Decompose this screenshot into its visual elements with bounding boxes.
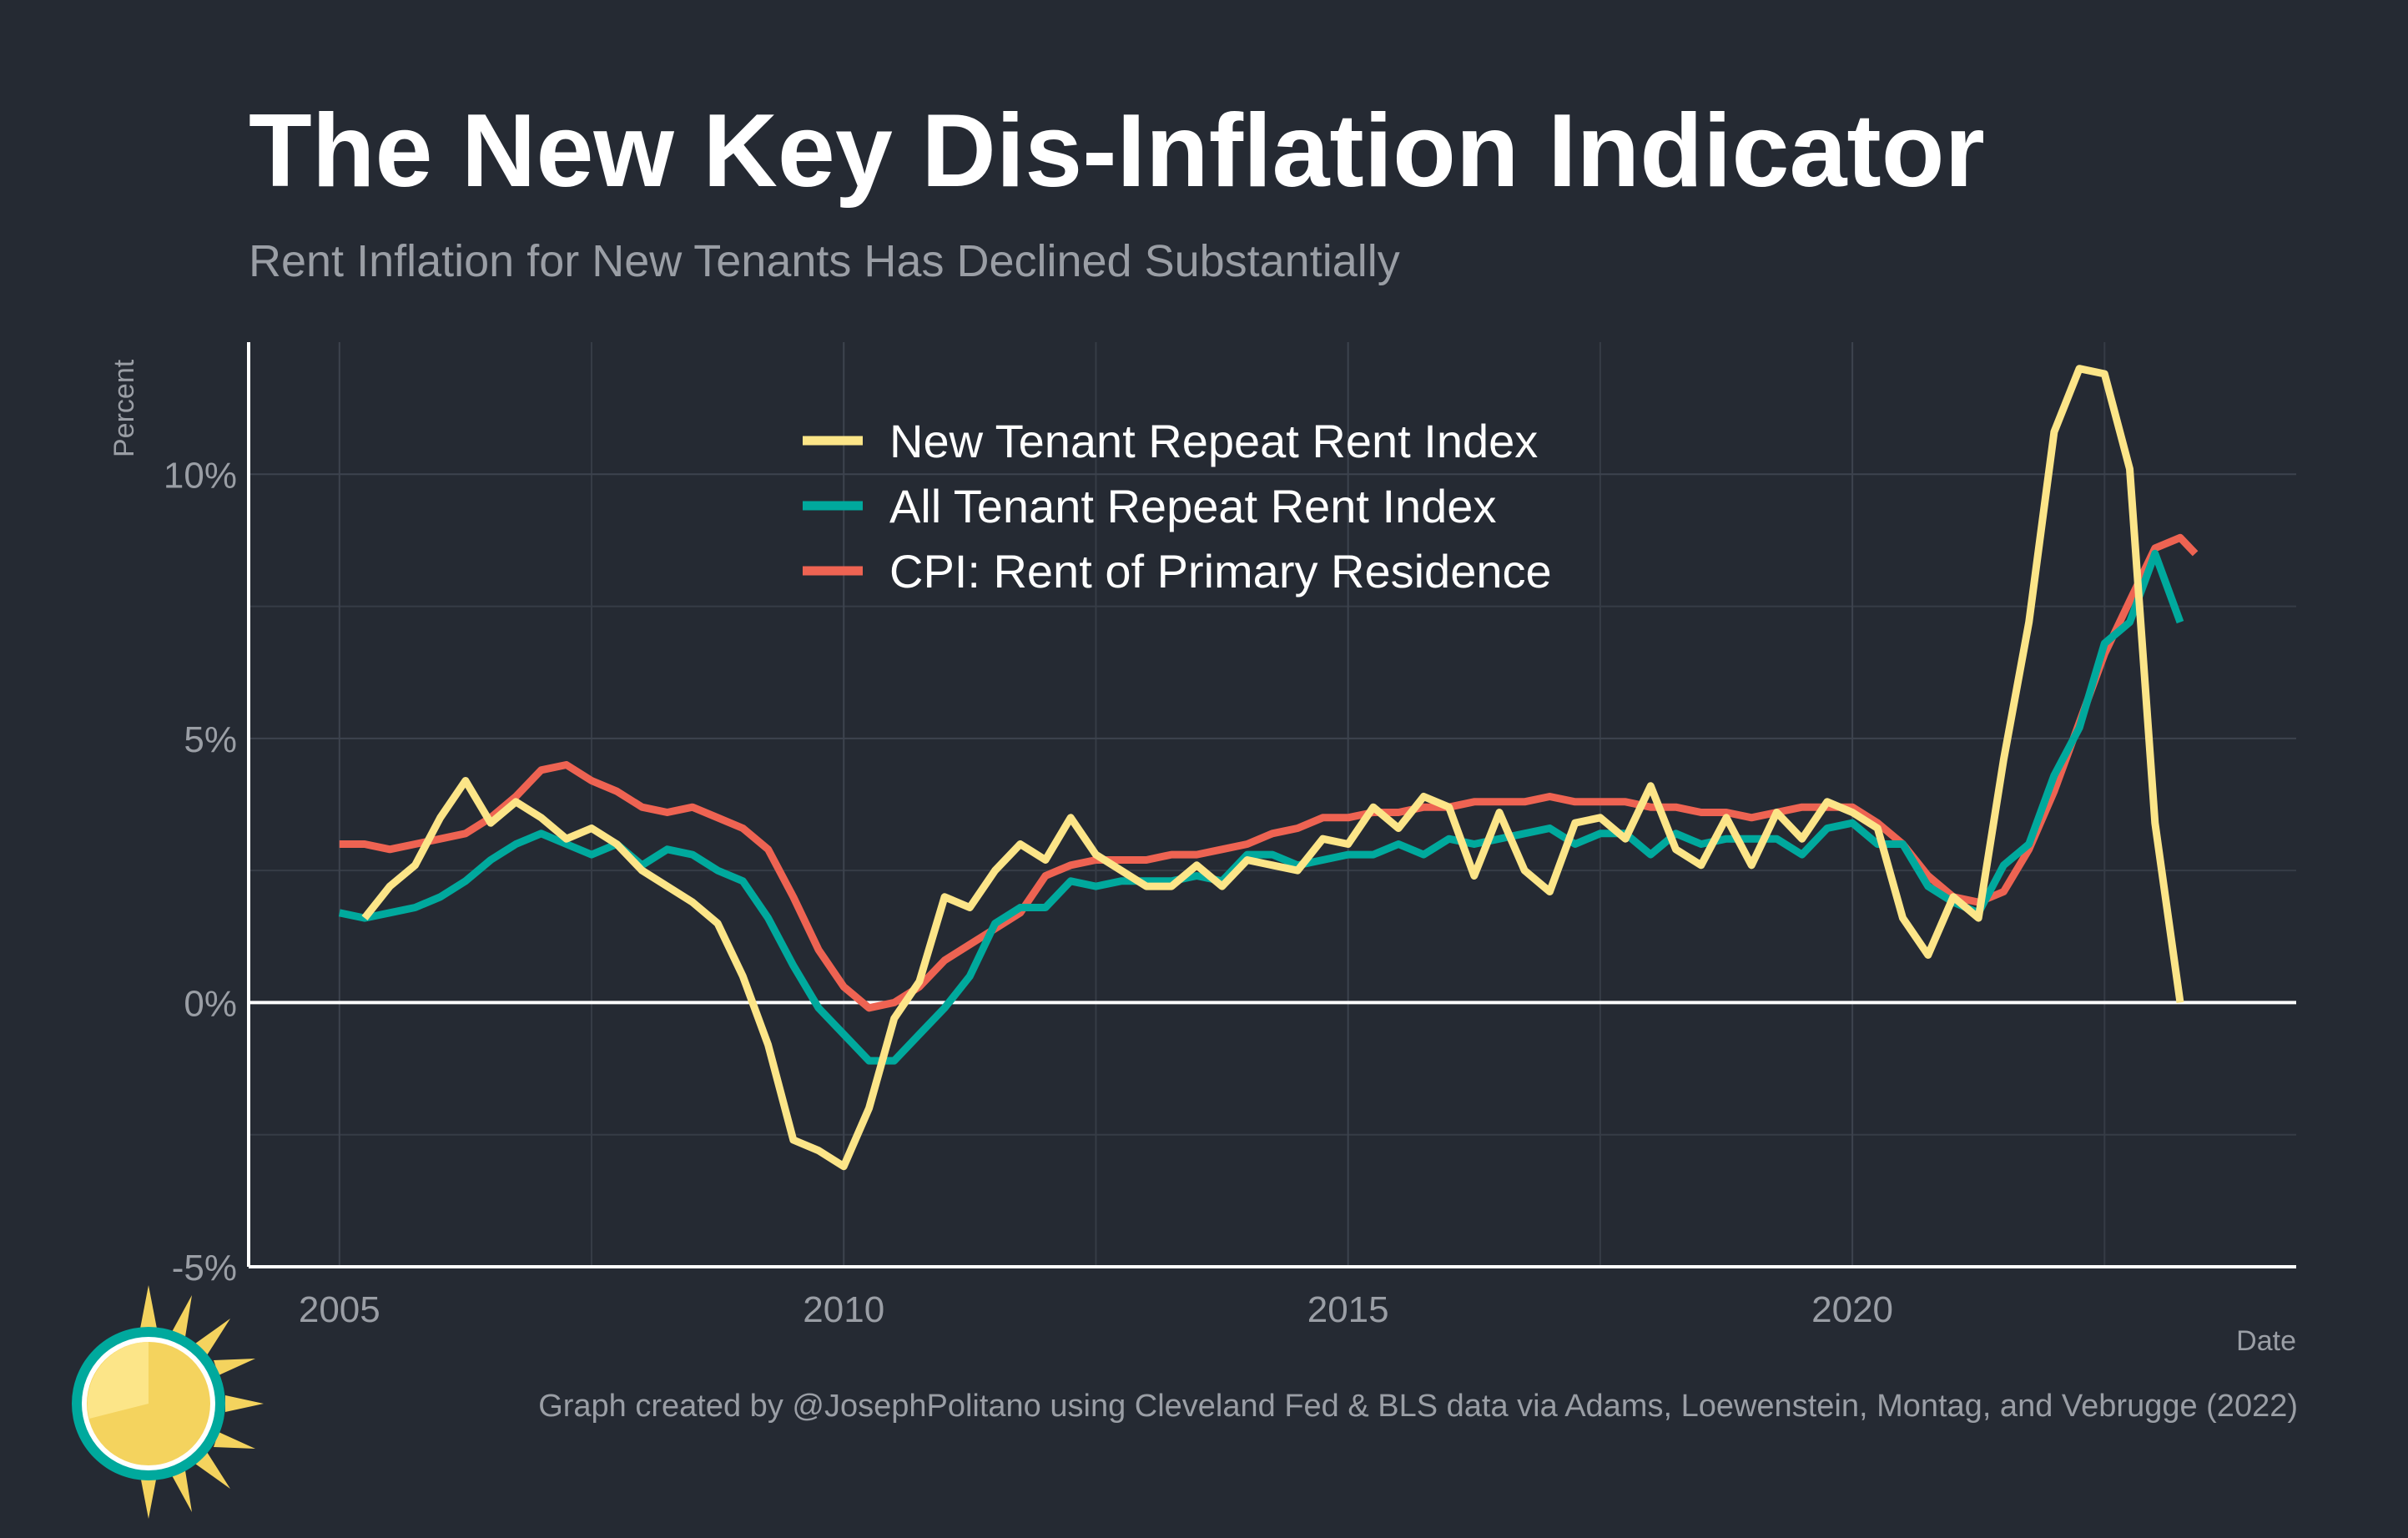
page-subtitle: Rent Inflation for New Tenants Has Decli… xyxy=(249,236,1400,286)
legend-label: CPI: Rent of Primary Residence xyxy=(889,545,1552,598)
page-title: The New Key Dis-Inflation Indicator xyxy=(249,93,1985,209)
legend-label: New Tenant Repeat Rent Index xyxy=(889,415,1538,467)
x-tick-label: 2020 xyxy=(1811,1289,1893,1330)
y-tick-label: 0% xyxy=(184,983,237,1024)
x-tick-label: 2005 xyxy=(299,1289,380,1330)
x-tick-label: 2010 xyxy=(803,1289,884,1330)
series-line-2 xyxy=(338,549,2184,1065)
y-tick-label: 5% xyxy=(184,719,237,760)
series-line-3 xyxy=(339,533,2199,1012)
x-axis-label: Date xyxy=(2236,1325,2296,1357)
y-tick-label: -5% xyxy=(172,1248,237,1288)
x-tick-label: 2015 xyxy=(1307,1289,1389,1330)
legend: New Tenant Repeat Rent Index All Tenant R… xyxy=(803,415,1552,598)
source-caption: Graph created by @JosephPolitano using C… xyxy=(538,1389,2298,1424)
series-line-1 xyxy=(361,365,2184,1171)
sun-logo-icon xyxy=(72,1285,264,1519)
legend-label: All Tenant Repeat Rent Index xyxy=(889,480,1496,532)
series-layer xyxy=(338,365,2199,1171)
axis-layer: 2005 2010 2015 2020 -5% 0% 5% 10% xyxy=(164,342,2296,1330)
y-axis-label: Percent xyxy=(108,359,140,457)
y-tick-label: 10% xyxy=(164,455,237,496)
